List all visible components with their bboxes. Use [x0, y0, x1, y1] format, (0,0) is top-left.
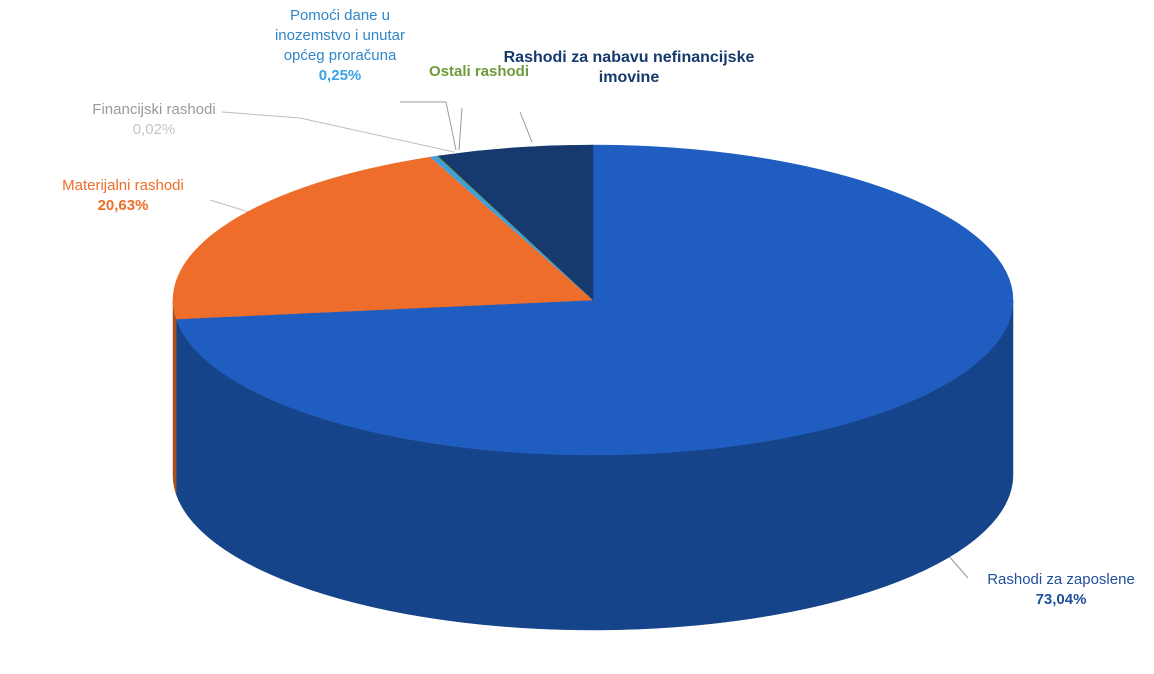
label-materijalni: Materijalni rashodi 20,63% — [38, 176, 208, 216]
leader-line-ostali — [459, 108, 462, 150]
label-pomoci-line3: općeg proračuna — [250, 46, 430, 66]
label-materijalni-pct: 20,63% — [38, 196, 208, 216]
leader-line-nabava — [520, 112, 532, 142]
pie-tops — [173, 145, 1013, 455]
pie-side-materijalni-rashodi — [173, 300, 176, 494]
label-zaposlene-pct: 73,04% — [968, 590, 1154, 610]
label-ostali: Ostali rashodi — [424, 62, 534, 82]
label-pomoci-pct: 0,25% — [250, 66, 430, 86]
label-financijski-name: Financijski rashodi — [78, 100, 230, 120]
label-financijski-pct: 0,02% — [78, 120, 230, 140]
label-ostali-name: Ostali rashodi — [424, 62, 534, 82]
label-pomoci-line1: Pomoći dane u — [250, 6, 430, 26]
label-pomoci-line2: inozemstvo i unutar — [250, 26, 430, 46]
leader-line-pomoci — [400, 102, 456, 150]
label-pomoci: Pomoći dane u inozemstvo i unutar općeg … — [250, 6, 430, 86]
leader-line-financijski — [222, 112, 454, 152]
label-materijalni-name: Materijalni rashodi — [38, 176, 208, 196]
label-financijski: Financijski rashodi 0,02% — [78, 100, 230, 140]
label-zaposlene: Rashodi za zaposlene 73,04% — [968, 570, 1154, 610]
label-zaposlene-name: Rashodi za zaposlene — [968, 570, 1154, 590]
